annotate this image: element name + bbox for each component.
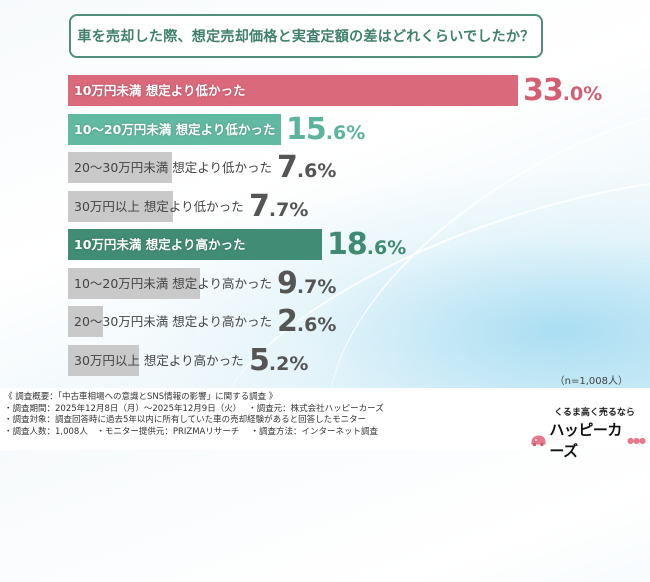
value-decimal: .6% — [296, 314, 337, 336]
survey-note-line: 《 調査概要：「中古車相場への意識とSNS情報の影響」に関する調査 》 — [4, 392, 278, 402]
bar — [68, 152, 172, 183]
chart-title: 車を売却した際、想定売却価格と実査定額の差はどれくらいでしたか？ — [69, 14, 543, 58]
bar-label: 10～20万円未満 想定より低かった — [74, 121, 276, 137]
value-integer: 7 — [249, 188, 270, 224]
bar-label: 10万円未満 想定より高かった — [74, 237, 246, 252]
bar — [68, 113, 281, 145]
bar — [68, 229, 322, 260]
bar-row: 20～30万円未満 想定より高かった 2.6% — [68, 304, 628, 339]
value-label: 15.6% — [286, 112, 365, 147]
value-integer: 5 — [249, 342, 270, 378]
value-integer: 18 — [327, 227, 368, 262]
bar-label: 20～30万円未満 想定より低かった — [74, 160, 273, 175]
logo-dots: ●●● — [627, 435, 646, 445]
survey-notes: 《 調査概要：「中古車相場への意識とSNS情報の影響」に関する調査 》 ・調査期… — [4, 392, 384, 438]
bar-row: 30万円以上 想定より高かった 5.2% — [68, 343, 628, 378]
logo-tagline: くるま高く売るなら — [554, 408, 635, 418]
bar-row: 10万円未満 想定より高かった 18.6% — [68, 227, 628, 262]
logo-name: ハッピーカーズ — [549, 421, 622, 460]
bar-label: 20～30万円未満 想定より高かった — [74, 314, 273, 329]
value-label: 5.2% — [249, 343, 308, 378]
bar — [68, 75, 518, 106]
value-integer: 33 — [523, 73, 564, 108]
bar — [68, 344, 139, 376]
bar-row: 30万円以上 想定より低かった 7.7% — [68, 189, 628, 224]
bar — [68, 267, 201, 299]
value-label: 33.0% — [523, 73, 602, 108]
value-decimal: .6% — [296, 160, 337, 182]
value-decimal: .2% — [268, 352, 309, 375]
value-integer: 2 — [277, 304, 298, 339]
bar-label: 30万円以上 想定より高かった — [74, 352, 244, 368]
bar-row: 10～20万円未満 想定より低かった 15.6% — [68, 112, 628, 147]
company-logo: くるま高く売るなら ハッピーカーズ ●●● — [530, 405, 646, 461]
bar — [68, 190, 173, 222]
survey-note-line: ・調査対象：調査回答時に過去5年以内に所有していた車の売却経験があると回答したモ… — [4, 415, 367, 425]
value-integer: 9 — [277, 265, 298, 301]
sample-size-note: （n=1,008人） — [554, 376, 628, 387]
bar-label: 10万円未満 想定より低かった — [74, 83, 246, 98]
bar-row: 10万円未満 想定より低かった 33.0% — [68, 73, 628, 108]
value-decimal: .6% — [366, 237, 407, 259]
car-mascot-icon — [531, 435, 546, 447]
value-label: 9.7% — [277, 266, 336, 301]
survey-note-line: ・調査期間：2025年12月8日（月）～2025年12月9日（火） ・調査元：株… — [4, 403, 384, 414]
bar-label: 30万円以上 想定より低かった — [74, 198, 244, 214]
value-label: 7.7% — [249, 189, 308, 224]
value-integer: 15 — [286, 111, 327, 147]
value-decimal: .7% — [296, 275, 337, 298]
bar-row: 10～20万円未満 想定より高かった 9.7% — [68, 266, 628, 301]
value-label: 7.6% — [277, 150, 336, 185]
value-label: 2.6% — [277, 304, 336, 339]
value-integer: 7 — [277, 150, 298, 185]
bar-label: 10～20万円未満 想定より高かった — [74, 275, 273, 291]
value-decimal: .0% — [562, 83, 603, 105]
bar-row: 20～30万円未満 想定より低かった 7.6% — [68, 150, 628, 185]
bar — [68, 306, 104, 337]
value-label: 18.6% — [327, 227, 406, 262]
value-decimal: .6% — [325, 121, 366, 144]
value-decimal: .7% — [268, 198, 309, 221]
survey-note-line: ・調査人数：1,008人 ・モニター提供元：PRIZMAリサーチ ・調査方法：イ… — [4, 426, 379, 437]
